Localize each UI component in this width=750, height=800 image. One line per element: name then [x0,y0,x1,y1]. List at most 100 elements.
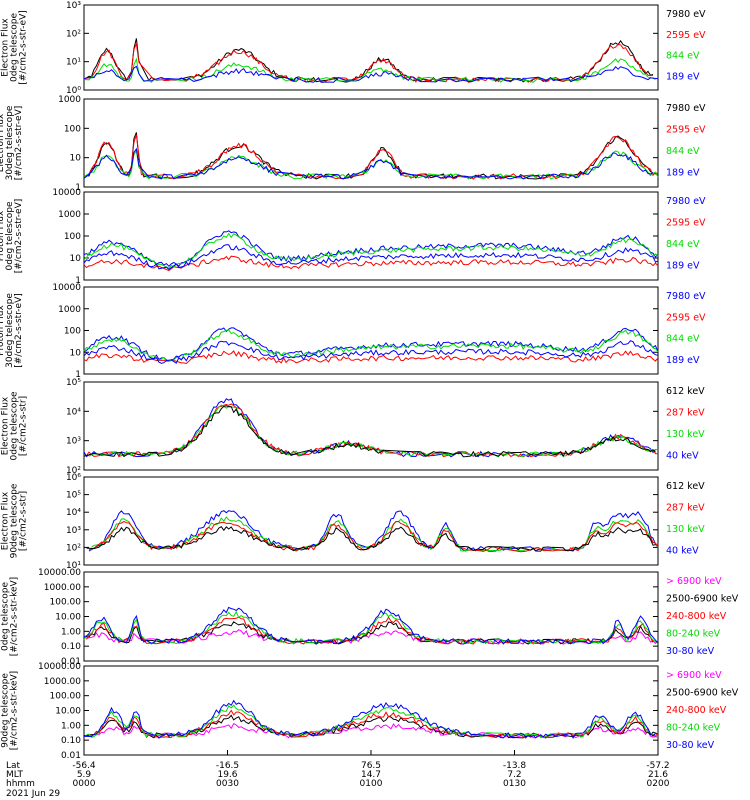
series-trace [83,340,659,364]
legend-entry: > 6900 keV [666,670,722,681]
y-tick-label: 1 [75,183,81,193]
legend-entry: 189 eV [666,71,700,82]
y-tick-label: 10000.00 [38,568,81,578]
y-tick-label: 10000 [52,283,81,293]
legend-entry: 844 eV [666,51,700,62]
y-axis-label-line: [#/cm2-s-str-keV] [10,577,20,656]
series-trace [83,42,654,83]
legend-entry: 612 keV [666,386,705,397]
y-tick-label: 10 [70,348,82,358]
plot-frame [83,571,659,662]
y-axis-label-line: [#/cm2-s-str-eV] [14,293,24,368]
y-axis-label: MEPEDElectron Flux90deg telescope[#/cm2-… [0,483,29,558]
series-trace [83,230,659,267]
y-tick-label: 100 [64,124,81,134]
y-tick-label: 10¹ [66,561,81,571]
y-tick-label: 10² [66,466,81,476]
y-axis-label-line: 0deg telescope [5,201,15,271]
legend-entry: 240-800 keV [666,611,727,622]
footer-hhmm: 0030 [216,779,239,789]
y-tick-label: 1000 [58,95,81,105]
series-trace [83,147,654,180]
legend-entry: 7980 eV [666,291,706,302]
y-axis-label: Electron Flux30deg telescope[#/cm2-s-str… [0,105,24,180]
footer-hhmm: 0130 [503,779,526,789]
y-tick-label: 10⁴ [66,407,81,417]
y-tick-label: 1.00 [61,627,81,637]
footer-lat: -16.5 [216,761,239,771]
series-trace [83,149,659,180]
y-axis-label-line: Electron Flux [1,396,11,455]
y-axis-label-line: [#/cm2-s-str-eV] [19,10,29,85]
y-tick-label: 10.00 [55,613,81,623]
y-tick-label: 10⁴ [66,508,81,518]
y-tick-label: 1000 [58,305,81,315]
y-tick-label: 10² [66,543,81,553]
y-axis-label-line: Electron Flux [1,491,11,550]
footer-hhmm: 0200 [647,779,670,789]
y-tick-label: 100.00 [50,692,82,702]
series-trace [86,704,659,739]
y-axis-label-line: Electron Flux [0,113,6,172]
legend-entry: 240-800 keV [666,705,727,716]
footer-row-label: hhmm [6,779,35,789]
series-trace [83,621,654,645]
y-tick-label: 100.00 [50,598,82,608]
y-axis-label: 0deg telescope[#/cm2-s-str-keV] [1,577,20,656]
legend-entry: 189 eV [666,168,700,179]
footer-row-label: Lat [6,761,21,771]
y-tick-label: 0.10 [61,736,81,746]
footer-date: 2021 Jun 29 [6,789,60,799]
y-tick-label: 10.00 [55,707,81,717]
y-axis-label-line: MEPED [0,410,2,442]
y-tick-label: 100 [64,327,81,337]
series-trace [86,526,656,552]
panel-4: 1 10 100 1000 10000 Proton Flux30deg telescop… [0,283,706,380]
series-trace [88,404,659,458]
panel-1: 10⁰ 10¹ 10² 10³ TEDElectron Flux0deg telesco… [0,1,706,96]
footer-mlt: 5.9 [77,770,92,780]
series-trace [83,350,659,365]
footer-hhmm: 0100 [360,779,383,789]
legend-entry: 40 keV [666,546,699,557]
y-axis-label-line: 0deg telescope [10,391,20,461]
footer-mlt: 19.6 [217,770,237,780]
series-trace [88,134,659,180]
y-tick-label: 0.10 [61,642,81,652]
y-axis-label-line: 90deg telescope [1,673,11,748]
y-tick-label: 0.01 [61,751,81,761]
y-tick-label: 1000.00 [44,677,81,687]
legend-entry: 80-240 keV [666,722,721,733]
y-tick-label: 1.00 [61,721,81,731]
y-tick-label: 10 [70,154,82,164]
legend-entry: 2595 eV [666,30,706,41]
series-trace [83,255,659,272]
footer-row-label: MLT [6,770,24,780]
y-tick-label: 10³ [66,526,81,536]
series-trace [83,405,656,458]
legend-entry: 30-80 keV [666,646,715,657]
y-tick-label: 10³ [66,1,81,11]
y-axis-label-line: Proton Flux [0,305,6,356]
y-axis-label-line: 30deg telescope [5,293,15,368]
y-tick-label: 10⁶ [66,473,81,483]
legend-entry: 7980 eV [666,103,706,114]
legend-entry: > 6900 keV [666,576,722,587]
panel-3: 1 10 100 1000 10000 Proton Flux0deg telescope… [0,188,706,286]
y-tick-label: 1 [75,370,81,380]
y-axis-label-line: [#/cm2-s-str] [19,491,29,551]
y-axis-label-line: MEPED [0,505,2,537]
legend-entry: 130 keV [666,429,705,440]
legend-entry: 40 keV [666,451,699,462]
series-trace [83,244,659,271]
footer-lat: -13.8 [503,761,527,771]
series-trace [83,699,656,740]
y-tick-label: 1000 [58,210,81,220]
y-axis-label: TEDElectron Flux0deg telescope[#/cm2-s-s… [0,10,29,85]
legend-entry: 844 eV [666,146,700,157]
y-axis-label: MEPEDElectron Flux0deg telescope[#/cm2-s… [0,391,29,461]
y-axis-label-line: [#/cm2-s-str-eV] [14,106,24,181]
plot-frame [83,476,659,566]
series-trace [83,232,659,269]
